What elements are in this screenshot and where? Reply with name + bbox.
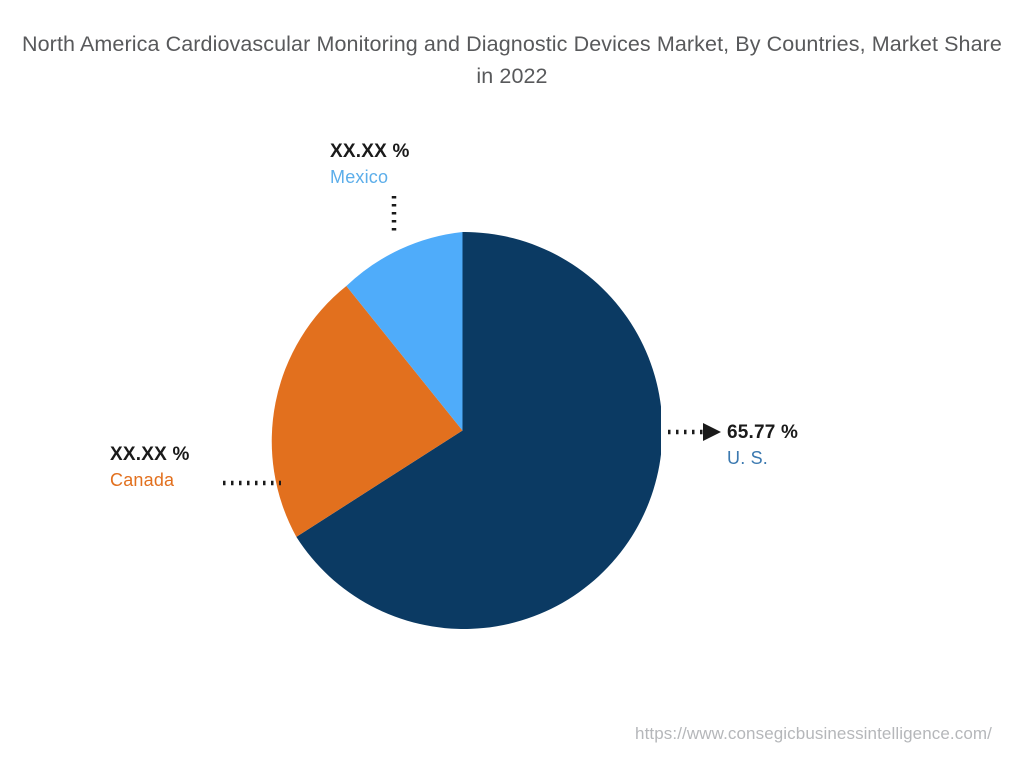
pie-slice-mexico[interactable] [346, 232, 463, 431]
callout-us-label: U. S. [727, 448, 769, 468]
pie-svg [271, 232, 661, 629]
callout-mexico-label: Mexico [330, 167, 389, 187]
callout-canada-value: XX.XX % [110, 444, 190, 465]
leader-arrow-us-icon [703, 423, 721, 441]
callout-mexico: XX.XX % Mexico [330, 141, 470, 188]
callout-us-value: 65.77 % [727, 422, 799, 443]
pie-slice-canada[interactable] [271, 286, 463, 537]
pie-slice-us[interactable] [296, 232, 661, 629]
callout-canada-label: Canada [110, 470, 175, 490]
chart-title: North America Cardiovascular Monitoring … [22, 32, 1002, 88]
callout-us: 65.77 % U. S. [727, 422, 877, 469]
source-url[interactable]: https://www.consegicbusinessintelligence… [635, 724, 992, 743]
callout-mexico-value: XX.XX % [330, 141, 410, 162]
callout-canada: XX.XX % Canada [110, 444, 240, 491]
pie-chart [264, 232, 661, 629]
